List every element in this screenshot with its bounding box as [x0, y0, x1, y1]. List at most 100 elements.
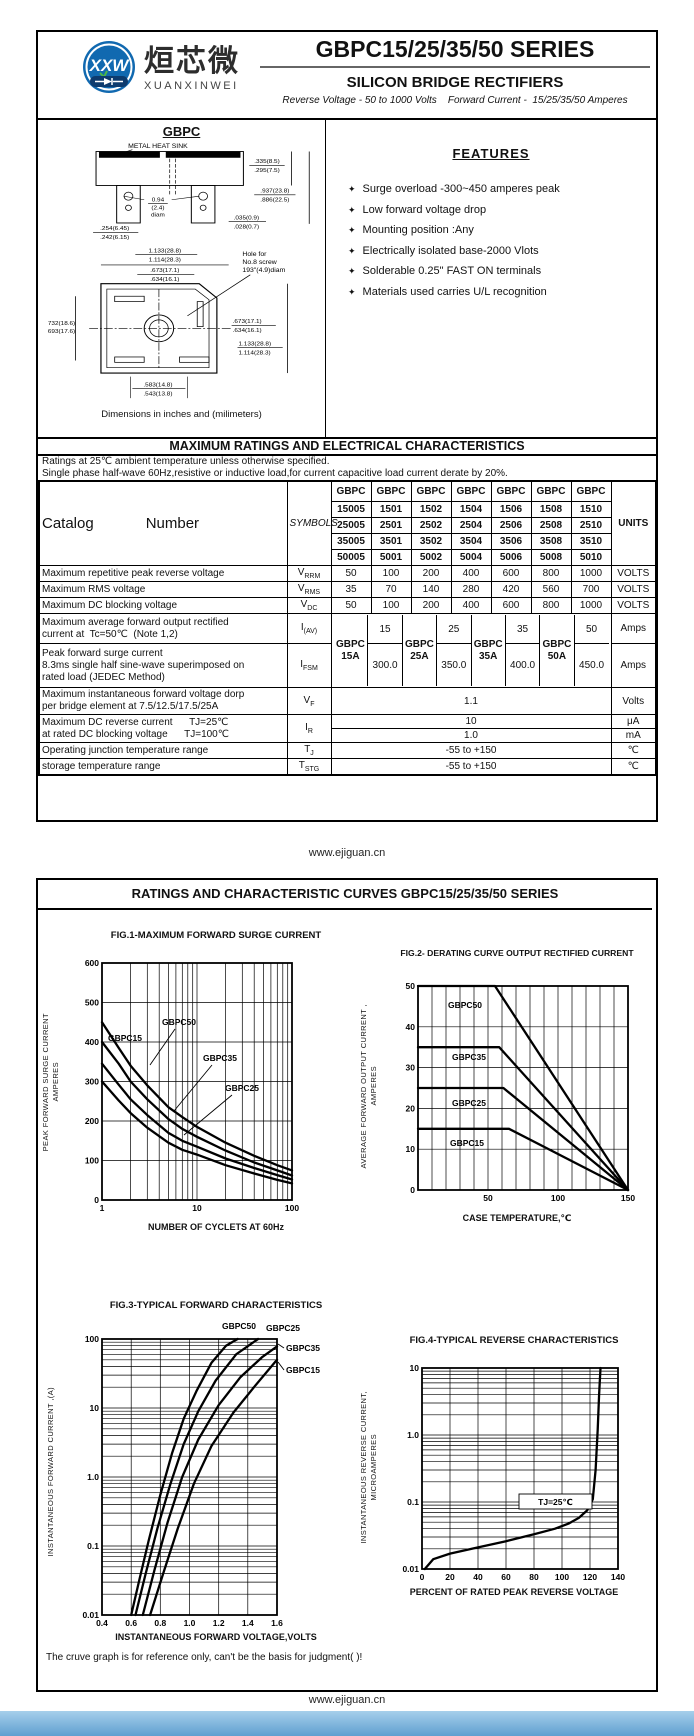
reference-note: The cruve graph is for reference only, c… [46, 1652, 363, 1663]
ratings-table: Catalog Number SYMBOLS GBPC GBPC GBPC GBPC GBPC… [38, 480, 657, 776]
svg-text:1: 1 [100, 1203, 105, 1213]
svg-text:diam: diam [151, 212, 165, 219]
footer-url[interactable]: www.ejiguan.cn [308, 847, 386, 859]
svg-text:80: 80 [529, 1572, 539, 1582]
features-list: ✦ Surge overload -300~450 amperes peak ✦ L… [326, 183, 656, 298]
part-number-row: 35005 3501 3502 3504 3506 3508 3510 [39, 533, 656, 550]
svg-text:(2.4): (2.4) [151, 205, 164, 212]
part-number-cell: 2504 [450, 517, 492, 534]
svg-text:120: 120 [583, 1572, 597, 1582]
svg-text:1.0: 1.0 [87, 1472, 99, 1482]
part-number-row: 25005 2501 2502 2504 2506 2508 2510 [39, 517, 656, 534]
svg-text:10: 10 [90, 1403, 100, 1413]
part-number-cell: 3508 [530, 533, 572, 550]
svg-text:40: 40 [406, 1022, 416, 1032]
catalog-header-row: Catalog Number SYMBOLS GBPC GBPC GBPC GBPC GBPC… [38, 480, 657, 566]
svg-text:600: 600 [85, 958, 99, 968]
part-prefix-cell: GBPC [530, 480, 572, 502]
fig3-y-axis-label: INSTANTANEOUS FORWARD CURRENT ,(A) [46, 1387, 55, 1557]
fig4-plot: 0 20 40 60 80 100 120 140 0.01 0.1 1.0 10 TJ=25℃ [402, 1363, 625, 1582]
part-number-cell: 1510 [570, 501, 612, 518]
company-name-cn: 烜芯微 [144, 44, 240, 78]
part-prefix-cell: GBPC [410, 480, 452, 502]
fig2-plot: 50 100 150 0 10 20 30 40 50 GBPC50 GBPC35 GBPC25 GBP… [406, 981, 636, 1203]
ratings-section-title: MAXIMUM RATINGS AND ELECTRICAL CHARACTER… [38, 437, 656, 456]
part-number-cell: 2502 [410, 517, 452, 534]
company-logo: XXW 烜芯微 XUANXINWEI [80, 40, 240, 98]
part-number-cell: 2508 [530, 517, 572, 534]
figure-3-forward-characteristics-chart: FIG.3-TYPICAL FORWARD CHARACTERISTICS IN… [40, 1300, 370, 1642]
feature-text: Mounting position :Any [362, 224, 474, 236]
svg-text:100: 100 [85, 1334, 99, 1344]
catalog-number-label: Catalog Number [38, 480, 288, 566]
logo-xxw-text: XXW [89, 56, 131, 75]
svg-text:0.8: 0.8 [154, 1618, 166, 1628]
feature-item: ✦ Low forward voltage drop [348, 204, 656, 216]
svg-text:GBPC35: GBPC35 [203, 1053, 237, 1063]
feature-bullet-icon: ✦ [348, 286, 356, 297]
page-title: GBPC15/25/35/50 SERIES [260, 36, 650, 68]
fig2-title: FIG.2- DERATING CURVE OUTPUT RECTIFIED C… [400, 948, 634, 958]
feature-text: Electrically isolated base-2000 Vlots [362, 244, 539, 257]
fig4-y-axis-label: INSTANTANEOUS REVERSE CURRENT, MICROAMPER… [359, 1390, 378, 1544]
svg-text:0.01: 0.01 [82, 1610, 99, 1620]
svg-text:20: 20 [406, 1103, 416, 1113]
part-prefix-cell: GBPC [490, 480, 532, 502]
part-number-cell: 1508 [530, 501, 572, 518]
svg-text:GBPC35: GBPC35 [452, 1052, 486, 1062]
fig1-plot: 1 10 100 0 100 200 300 400 500 600 GBPC50 GBPC35 GBP… [85, 958, 300, 1213]
svg-text:0: 0 [94, 1195, 99, 1205]
fig4-x-axis-label: PERCENT OF RATED PEAK REVERSE VOLTAGE [409, 1587, 619, 1597]
part-number-cell: 2501 [370, 517, 412, 534]
part-number-cell: 1501 [370, 501, 412, 518]
svg-text:100: 100 [85, 1156, 99, 1166]
ratings-note-1: Ratings at 25℃ ambient temperature unles… [42, 456, 330, 467]
feature-bullet-icon: ✦ [348, 225, 356, 235]
svg-text:0.94: 0.94 [151, 197, 164, 204]
part-number-cell: 3501 [370, 533, 412, 550]
table-row: Maximum DC blocking voltage VDC 50 100 200 40… [38, 597, 657, 614]
part-prefix-cell: GBPC [450, 480, 492, 502]
svg-text:.543(13.8): .543(13.8) [143, 391, 172, 398]
company-name-en: XUANXINWEI [144, 79, 239, 92]
package-diagram-panel: GBPC METAL HEAT SINK .335(8.5) .295(7.5)… [38, 118, 326, 437]
svg-text:.673(17.1): .673(17.1) [232, 318, 261, 325]
svg-text:0.01: 0.01 [402, 1564, 419, 1574]
logo-icon: XXW [83, 41, 135, 93]
fig2-y-axis-label: AVERAGE FORWARD OUTPUT CURRENT , AMPERES [359, 1003, 378, 1169]
part-number-cell: 2506 [490, 517, 532, 534]
feature-item: ✦ Solderable 0.25" FAST ON terminals [348, 265, 656, 277]
svg-text:.583(14.8): .583(14.8) [143, 382, 172, 389]
footer-url[interactable]: www.ejiguan.cn [308, 1694, 386, 1706]
part-prefix-cell: GBPC [570, 480, 612, 502]
figure-1-forward-surge-chart: FIG.1-MAXIMUM FORWARD SURGE CURRENT PEAK… [40, 930, 370, 1232]
svg-text:No.8 screw: No.8 screw [242, 259, 277, 266]
part-number-cell: 50005 [330, 549, 372, 566]
svg-text:GBPC25: GBPC25 [452, 1098, 486, 1108]
svg-text:.254(6.45): .254(6.45) [100, 225, 129, 232]
part-number-cell: 5010 [570, 549, 612, 566]
svg-text:METAL HEAT SINK: METAL HEAT SINK [128, 143, 188, 150]
svg-text:1.133(28.8): 1.133(28.8) [148, 248, 181, 255]
svg-text:50: 50 [406, 981, 416, 991]
part-number-cell: 3510 [570, 533, 612, 550]
svg-text:GBPC15: GBPC15 [450, 1138, 484, 1148]
svg-text:300: 300 [85, 1077, 99, 1087]
feature-text: Low forward voltage drop [362, 203, 487, 216]
svg-text:1.133(28.8): 1.133(28.8) [238, 341, 271, 348]
part-number-cell: 5001 [370, 549, 412, 566]
fig3-x-axis-label: INSTANTANEOUS FORWARD VOLTAGE,VOLTS [115, 1632, 317, 1642]
features-panel: FEATURES ✦ Surge overload -300~450 ampere… [326, 118, 656, 437]
svg-text:0: 0 [410, 1185, 415, 1195]
symbols-header: SYMBOLS [286, 480, 338, 566]
feature-item: ✦ Mounting position :Any [348, 224, 656, 236]
part-number-cell: 5006 [490, 549, 532, 566]
svg-text:10: 10 [192, 1203, 202, 1213]
table-row: Maximum instantaneous forward voltage do… [38, 687, 657, 715]
curves-section-title: RATINGS AND CHARACTERISTIC CURVES GBPC15… [38, 886, 652, 910]
part-number-cell: 1506 [490, 501, 532, 518]
svg-text:GBPC25: GBPC25 [225, 1083, 259, 1093]
features-title: FEATURES [452, 146, 530, 161]
figure-4-reverse-characteristics-chart: FIG.4-TYPICAL REVERSE CHARACTERISTICS IN… [358, 1335, 648, 1597]
feature-text: Surge overload -300~450 amperes peak [362, 183, 560, 195]
